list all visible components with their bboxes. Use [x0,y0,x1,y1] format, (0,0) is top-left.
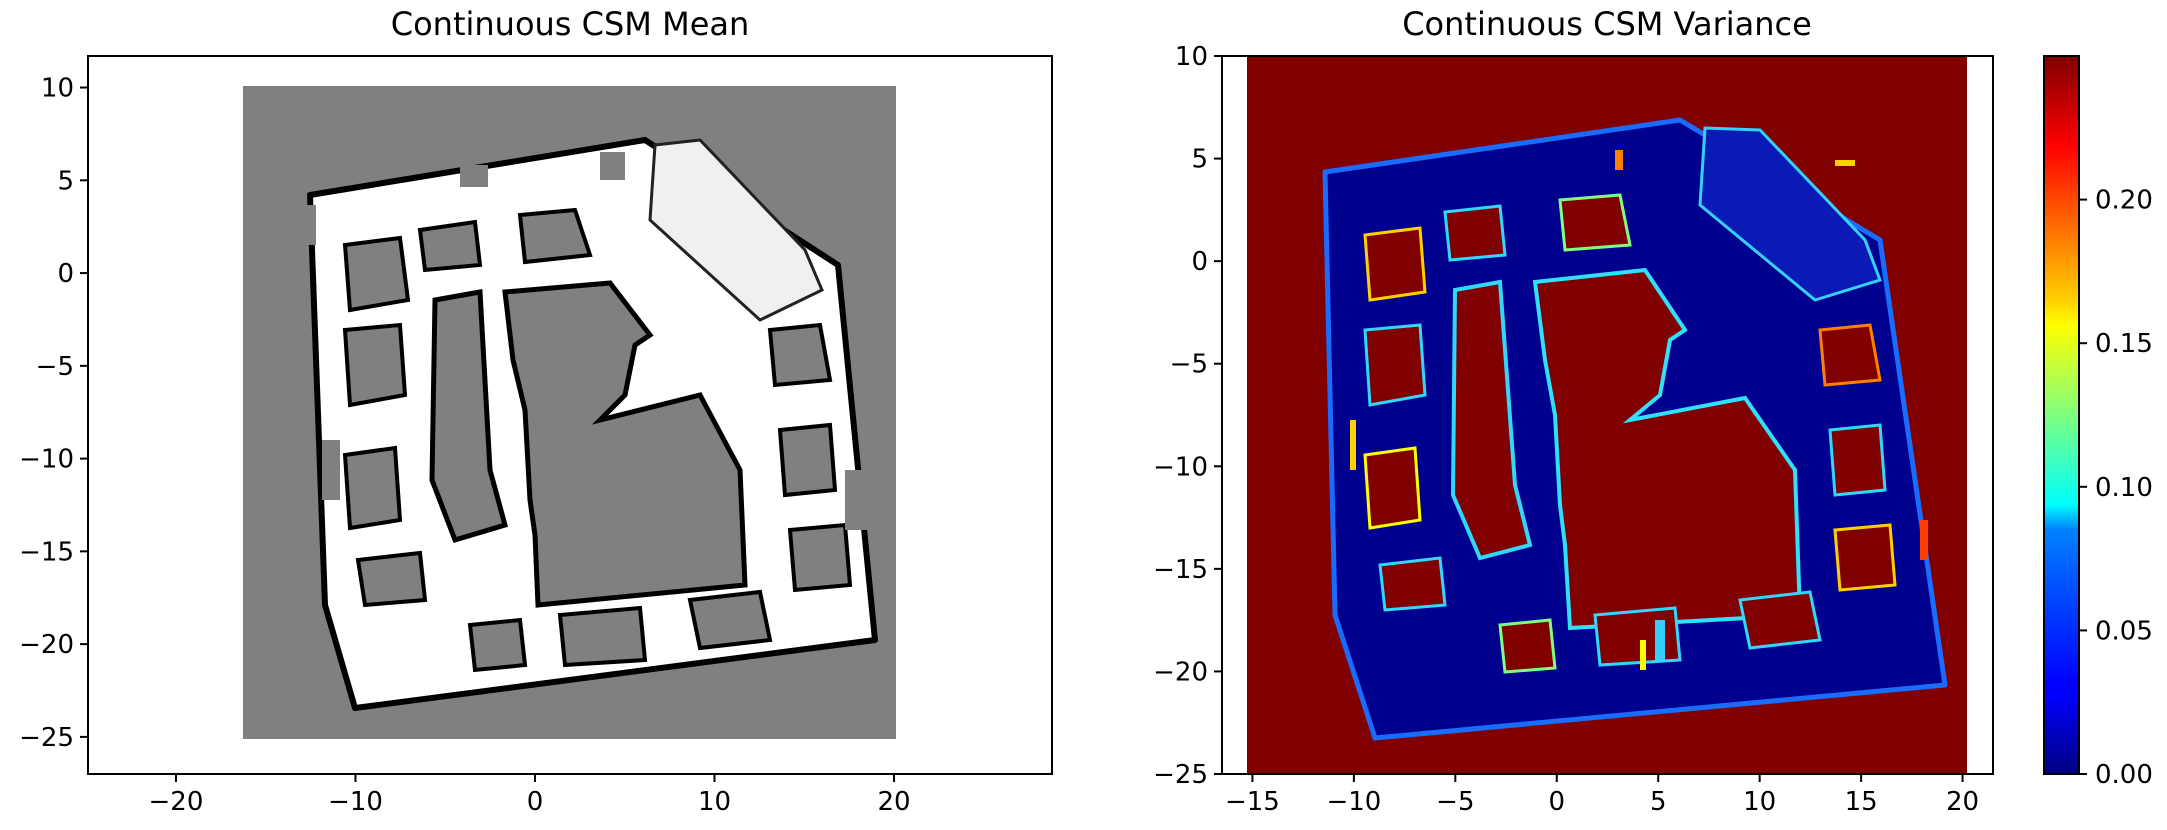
variance-xtick-label: −10 [1326,787,1381,817]
mean-axes-frame [87,55,1053,775]
variance-ytick-label: −10 [1153,452,1208,482]
colorbar-gradient [2044,56,2079,774]
variance-axes: −15 −10 −5 0 5 10 15 20 10 5 0 −5 −10 −15 −20 −25 [1153,42,1979,817]
variance-xtick-label: −5 [1436,787,1474,817]
mean-map-layer [300,137,878,711]
colorbar-frame [2043,55,2080,775]
colorbar-tick-label: 0.00 [2095,760,2153,790]
variance-xtick-label: 15 [1845,787,1878,817]
variance-ytick-label: 5 [1191,145,1208,175]
mean-title: Continuous CSM Mean [391,5,750,43]
variance-map-layer [1322,117,1948,741]
colorbar: 0.00 0.05 0.10 0.15 0.20 [2043,55,2153,790]
mean-xtick-label: −10 [328,787,383,817]
colorbar-tick-label: 0.10 [2095,473,2153,503]
mean-plot-area [243,86,896,739]
variance-ytick-label: 0 [1191,247,1208,277]
variance-ytick-label: 10 [1175,42,1208,72]
variance-axes-frame [1221,55,1994,775]
mean-xtick-label: −20 [149,787,204,817]
mean-ytick-label: 10 [41,74,74,104]
variance-xtick-label: 20 [1946,787,1979,817]
variance-ytick-label: −20 [1153,657,1208,687]
mean-ytick-label: −10 [19,445,74,475]
mean-xtick-label: 0 [527,787,544,817]
variance-xtick-label: 0 [1549,787,1566,817]
mean-xtick-label: 20 [877,787,910,817]
colorbar-tick-label: 0.20 [2095,186,2153,216]
variance-xtick-label: 10 [1743,787,1776,817]
colorbar-tick-label: 0.05 [2095,616,2153,646]
mean-ytick-label: −5 [36,352,74,382]
variance-ytick-label: −5 [1170,350,1208,380]
mean-panel: Continuous CSM Mean [19,5,1053,817]
mean-ytick-label: 5 [57,166,74,196]
mean-ytick-label: −25 [19,723,74,753]
mean-ytick-label: −15 [19,537,74,567]
colorbar-tick-label: 0.15 [2095,329,2153,359]
mean-ytick-label: 0 [57,259,74,289]
mean-xtick-label: 10 [698,787,731,817]
variance-ytick-label: −15 [1153,555,1208,585]
mean-axes: −20 −10 0 10 20 10 5 0 −5 −10 −15 −20 −25 [19,74,910,817]
variance-xtick-label: −15 [1225,787,1280,817]
colorbar-axis: 0.00 0.05 0.10 0.15 0.20 [2079,186,2153,790]
variance-plot-area [1247,56,1967,774]
variance-ytick-label: −25 [1153,760,1208,790]
variance-title: Continuous CSM Variance [1402,5,1812,43]
variance-panel: Continuous CSM Variance [1153,5,1994,817]
variance-xtick-label: 5 [1650,787,1667,817]
mean-ytick-label: −20 [19,630,74,660]
